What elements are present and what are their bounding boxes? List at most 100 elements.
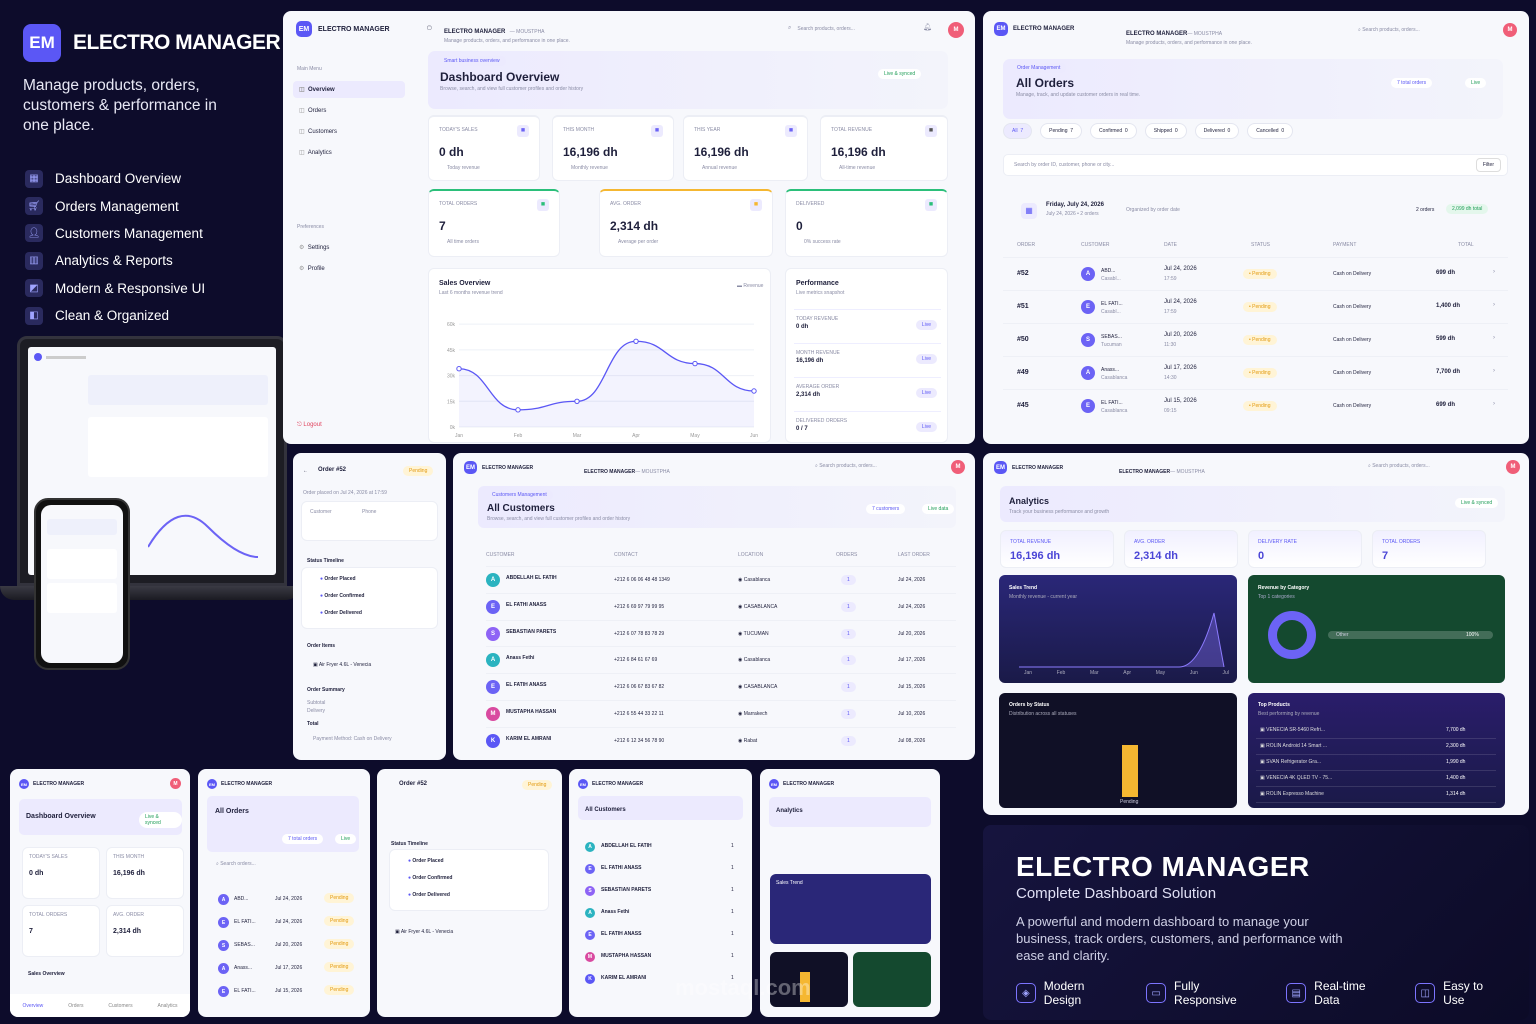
promo-desc: A powerful and modern dashboard to manag… bbox=[1016, 914, 1343, 963]
search-input[interactable]: ⌕ Search products, orders... bbox=[1368, 463, 1430, 469]
list-item[interactable]: A Anass Fethi 1 bbox=[585, 905, 740, 927]
customer-city: Casabl... bbox=[1101, 276, 1121, 282]
order-id: #49 bbox=[1017, 369, 1029, 376]
list-item[interactable]: A ABDELLAH EL FATIH 1 bbox=[585, 839, 740, 861]
mobile-nav-orders[interactable]: Orders bbox=[68, 1002, 84, 1009]
table-row[interactable]: A ABDELLAH EL FATIH +212 6 06 06 48 48 134… bbox=[486, 566, 956, 593]
orders-banner: Order Management All Orders Manage, trac… bbox=[1003, 59, 1503, 119]
chevron-right-icon[interactable]: › bbox=[1493, 401, 1495, 407]
customer-avatar: K bbox=[486, 733, 500, 748]
filter-button[interactable]: Filter bbox=[1475, 158, 1501, 172]
table-row[interactable]: A Anass Fethi +212 6 84 61 67 69 ◉ Casablan… bbox=[486, 646, 956, 673]
search-input[interactable]: ⌕ Search products, orders... bbox=[815, 463, 877, 469]
logout-button[interactable]: ⎋ Logout bbox=[297, 422, 322, 428]
order-search[interactable]: Search by order ID, customer, phone or c… bbox=[1003, 154, 1508, 176]
mobile-nav-analytics[interactable]: Analytics bbox=[157, 1002, 178, 1009]
customer-orders: 1 bbox=[841, 655, 856, 666]
brand-logo: EM bbox=[23, 24, 61, 62]
tab-delivered[interactable]: Delivered 0 bbox=[1194, 123, 1240, 139]
list-item[interactable]: S SEBAS... Jul 20, 2026 Pending bbox=[210, 937, 360, 960]
tab-shipped[interactable]: Shipped 0 bbox=[1144, 123, 1187, 139]
tab-cancelled[interactable]: Cancelled 0 bbox=[1247, 123, 1294, 139]
tab-pending[interactable]: Pending 7 bbox=[1040, 123, 1083, 139]
mobile-stat: TODAY'S SALES 0 dh bbox=[22, 847, 100, 899]
x-tick-label: May bbox=[690, 433, 700, 439]
table-row[interactable]: E EL FATHI ANASS +212 6 69 97 79 99 95 ◉ CA… bbox=[486, 592, 956, 620]
timeline-step: ● Order Placed bbox=[408, 858, 444, 864]
table-row[interactable]: #50 S SEBAS... Tucuman Jul 20, 2026 11:30 • Pe… bbox=[1003, 323, 1508, 356]
list-item[interactable]: E EL FATI... Jul 24, 2026 Pending bbox=[210, 914, 360, 937]
timeline-step: ● Order Placed bbox=[320, 576, 356, 582]
mobile-nav-customers[interactable]: Customers bbox=[108, 1002, 133, 1009]
search-input[interactable]: Search products, orders... bbox=[797, 25, 855, 32]
mobile-search[interactable]: ⌕ Search orders... bbox=[216, 861, 256, 867]
table-row[interactable]: E EL FATIH ANASS +212 6 06 67 83 67 82 ◉ CA… bbox=[486, 673, 956, 700]
customer-avatar: A bbox=[585, 908, 595, 918]
sidebar-nav: ◫ Overview ◫ Orders ◫ Customers ◫ Analytics bbox=[293, 81, 405, 165]
list-item[interactable]: A Anass... Jul 17, 2026 Pending bbox=[210, 960, 360, 983]
table-row[interactable]: S SEBASTIAN PARETS +212 6 07 78 83 78 29 ◉ … bbox=[486, 619, 956, 647]
table-row[interactable]: #51 E EL FATI... Casabl... Jul 24, 2026 17:59… bbox=[1003, 290, 1508, 323]
sidebar-item-profile[interactable]: ⚙︎ Profile bbox=[299, 266, 325, 272]
promo-title: ELECTRO MANAGER bbox=[1016, 851, 1310, 882]
sidebar-item-analytics[interactable]: ◫ Analytics bbox=[299, 150, 332, 156]
list-item[interactable]: E EL FATI... Jul 15, 2026 Pending bbox=[210, 983, 360, 1006]
sales-point bbox=[456, 366, 462, 372]
design-icon: ◈ bbox=[1016, 983, 1036, 1003]
total-orders-badge: 7 total orders bbox=[1391, 78, 1433, 88]
orders-panel: EM ELECTRO MANAGER ELECTRO MANAGER— MOUST… bbox=[983, 11, 1529, 444]
mobile-banner: Analytics bbox=[769, 797, 931, 827]
customer-name: EL FATHI ANASS bbox=[601, 865, 642, 871]
order-item: ▣ Air Fryer 4.6L - Venecia bbox=[395, 929, 454, 935]
order-date: Jul 17, 2026 bbox=[1164, 365, 1197, 371]
table-row[interactable]: K KARIM EL AMRANI +212 6 12 34 56 78 90 ◉ R… bbox=[486, 726, 956, 754]
table-row[interactable]: #52 A ABD... Casabl... Jul 24, 2026 17:59 • Pe… bbox=[1003, 257, 1508, 290]
avatar[interactable]: M bbox=[1506, 460, 1520, 474]
sidebar-toggle-icon[interactable]: ▢ bbox=[427, 25, 432, 31]
list-item[interactable]: A ABD... Jul 24, 2026 Pending bbox=[210, 891, 360, 914]
sidebar-item-orders[interactable]: ◫ Orders bbox=[299, 108, 327, 114]
chevron-right-icon[interactable]: › bbox=[1493, 368, 1495, 374]
avatar[interactable]: M bbox=[170, 778, 181, 789]
customer-name: SEBAS... bbox=[1101, 334, 1122, 340]
avatar[interactable]: M bbox=[951, 460, 965, 474]
table-row[interactable]: #49 A Anass... Casablanca Jul 17, 2026 14:30 •… bbox=[1003, 356, 1508, 389]
header-user: — MOUSTPHA bbox=[1187, 31, 1223, 37]
feature-label: Dashboard Overview bbox=[55, 171, 182, 187]
cart-icon: 🛒︎ bbox=[25, 197, 43, 216]
avatar[interactable]: M bbox=[1503, 23, 1517, 37]
chevron-right-icon[interactable]: › bbox=[1493, 269, 1495, 275]
column-header: CUSTOMER bbox=[1081, 242, 1110, 248]
chevron-right-icon[interactable]: › bbox=[1493, 335, 1495, 341]
stat-sub: Monthly revenue bbox=[571, 165, 608, 171]
table-row[interactable]: M MUSTAPHA HASSAN +212 6 55 44 33 22 11 ◉ M… bbox=[486, 699, 956, 727]
status-badge: • Pending bbox=[1243, 401, 1277, 411]
tab-all[interactable]: All 7 bbox=[1003, 123, 1033, 139]
chevron-right-icon[interactable]: › bbox=[1493, 302, 1495, 308]
table-row[interactable]: #45 E EL FATI... Casablanca Jul 15, 2026 09:1… bbox=[1003, 389, 1508, 422]
sidebar-item-overview[interactable]: ◫ Overview bbox=[293, 81, 405, 98]
feature-label: Customers Management bbox=[55, 225, 203, 241]
stat-card: TOTAL ORDERS 7 All time orders ■ bbox=[428, 189, 560, 257]
nav-heading: Main Menu bbox=[297, 66, 322, 72]
timeline-card: ● Order Placed ● Order Confirmed ● Order D… bbox=[301, 567, 438, 629]
sidebar-item-settings[interactable]: ⚙︎ Settings bbox=[299, 245, 330, 251]
list-item[interactable]: K KARIM EL AMRANI 1 bbox=[585, 971, 740, 993]
tab-confirmed[interactable]: Confirmed 0 bbox=[1090, 123, 1137, 139]
mobile-nav-overview[interactable]: Overview bbox=[22, 1002, 44, 1009]
x-tick-label: Apr bbox=[632, 433, 640, 439]
bell-icon[interactable]: 🔔︎ bbox=[923, 24, 932, 31]
customer-name: SEBASTIAN PARETS bbox=[601, 887, 652, 893]
search-input[interactable]: ⌕ Search products, orders... bbox=[1358, 27, 1420, 33]
list-item[interactable]: S SEBASTIAN PARETS 1 bbox=[585, 883, 740, 905]
customer-location: ◉ CASABLANCA bbox=[738, 603, 778, 610]
sidebar-item-customers[interactable]: ◫ Customers bbox=[299, 129, 338, 135]
list-item[interactable]: E EL FATIH ANASS 1 bbox=[585, 927, 740, 949]
back-icon[interactable]: ← bbox=[303, 468, 308, 474]
app-logo: EM bbox=[769, 779, 779, 789]
list-item[interactable]: E EL FATHI ANASS 1 bbox=[585, 861, 740, 883]
status-bar-label: Pending bbox=[1120, 799, 1139, 805]
subtotal-label: Subtotal bbox=[307, 700, 326, 706]
avatar[interactable]: M bbox=[948, 22, 964, 38]
list-item[interactable]: M MUSTAPHA HASSAN 1 bbox=[585, 949, 740, 971]
